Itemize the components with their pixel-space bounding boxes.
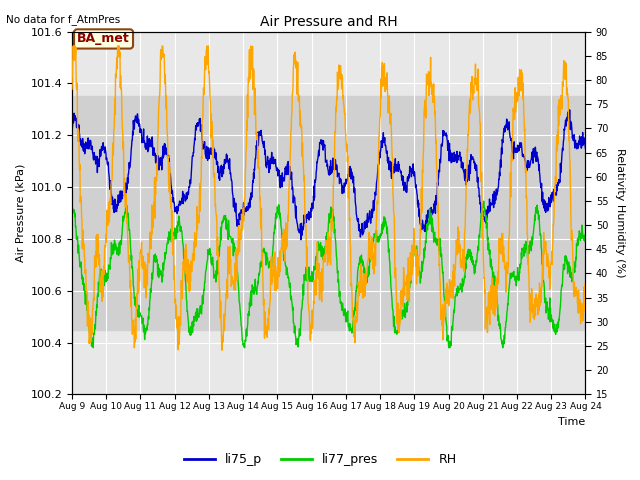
Bar <box>72 96 586 330</box>
Y-axis label: Air Pressure (kPa): Air Pressure (kPa) <box>15 164 25 262</box>
Y-axis label: Relativity Humidity (%): Relativity Humidity (%) <box>615 148 625 278</box>
Text: No data for f_AtmPres: No data for f_AtmPres <box>6 14 121 25</box>
Title: Air Pressure and RH: Air Pressure and RH <box>260 15 397 29</box>
Text: BA_met: BA_met <box>77 33 130 46</box>
X-axis label: Time: Time <box>558 417 586 427</box>
Legend: li75_p, li77_pres, RH: li75_p, li77_pres, RH <box>179 448 461 471</box>
